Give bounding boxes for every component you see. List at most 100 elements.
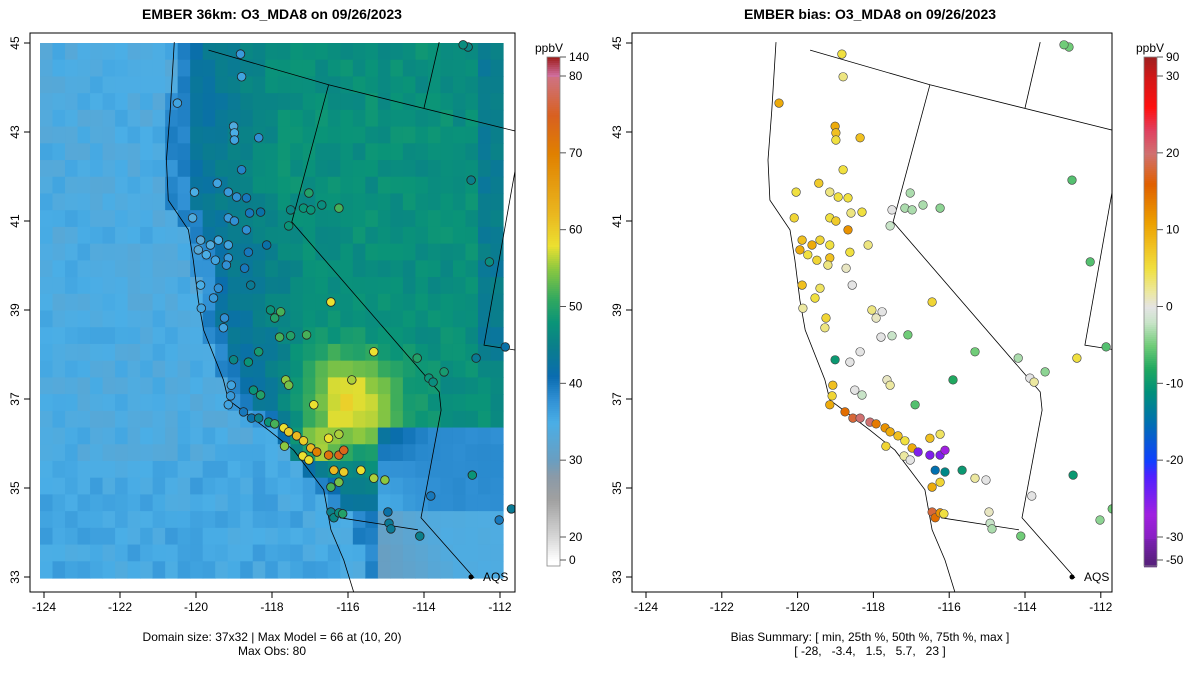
model-grid-cell [77,260,91,278]
state-boundary [423,42,440,109]
model-grid-cell [152,360,166,378]
model-grid-cell [452,293,467,312]
colorbar-swatch [547,561,560,564]
colorbar-swatch [547,215,560,218]
model-grid-cell [115,494,129,512]
colorbar-swatch [547,313,560,316]
colorbar-swatch [547,267,560,270]
max-obs: Max Obs: 80 [238,644,306,658]
model-grid-cell [140,226,154,245]
bias-station-marker [840,407,850,417]
model-grid-cell [127,226,141,245]
model-grid-cell [90,360,104,378]
colorbar-swatch [547,197,560,200]
model-grid-cell [452,360,467,378]
model-grid-cell [415,511,429,529]
model-grid-cell [365,93,379,111]
colorbar-swatch [547,251,560,254]
colorbar-swatch [547,241,560,244]
model-grid-cell [152,226,166,245]
model-grid-cell [127,277,141,295]
colorbar-swatch [1144,563,1157,566]
bias-station-marker [935,203,945,213]
colorbar-swatch [1144,489,1157,492]
model-grid-cell [102,109,116,128]
colorbar-swatch [547,521,560,524]
model-grid-cell [40,494,54,512]
colorbar-swatch [1144,159,1157,162]
model-grid-cell [377,360,391,378]
y-tick-label: 35 [8,481,22,495]
colorbar-swatch [1144,561,1157,564]
colorbar-swatch [547,175,560,178]
colorbar-swatch [1144,427,1157,430]
colorbar-swatch [1144,357,1157,360]
model-grid-cell [77,176,91,195]
obs-station-marker [285,205,296,215]
colorbar-swatch [1144,509,1157,512]
colorbar-swatch [1144,317,1157,320]
model-grid-cell [227,561,241,579]
model-grid-cell [177,277,191,295]
model-grid-cell [190,193,204,211]
colorbar-swatch [547,423,560,426]
colorbar-swatch [547,463,560,466]
colorbar-swatch [1144,537,1157,540]
model-grid-cell [427,126,442,144]
model-grid-cell [490,243,504,261]
model-grid-cell [215,343,229,362]
model-grid-cell [102,310,116,328]
model-grid-cell [415,310,429,328]
x-tick-label: -112 [488,600,511,614]
colorbar-swatch [1144,497,1157,500]
colorbar-swatch [1144,301,1157,304]
model-grid-cell [315,226,329,245]
obs-station-marker [312,447,322,457]
model-grid-cell [77,561,91,579]
model-grid-cell [490,360,504,378]
model-grid-cell [277,343,291,362]
colorbar-swatch [1144,61,1157,64]
model-grid-cell [277,76,291,94]
model-grid-cell [377,160,391,178]
colorbar-swatch [1144,271,1157,274]
model-grid-cell [352,59,366,78]
model-grid-cell [190,93,204,111]
colorbar-swatch [1144,303,1157,306]
colorbar-swatch [1144,437,1157,440]
model-grid-cell [352,293,366,312]
model-grid-cell [177,427,191,445]
model-grid-cell [465,394,479,412]
obs-station-marker [383,507,393,517]
model-grid-cell [365,310,379,328]
colorbar-swatch [547,337,560,340]
colorbar-swatch [547,407,560,410]
model-grid-cell [427,109,442,128]
colorbar-swatch [1144,389,1157,392]
colorbar-swatch [1144,117,1157,120]
colorbar-swatch [1144,359,1157,362]
obs-station-marker [285,331,296,341]
state-boundary [1024,42,1041,109]
colorbar-swatch [547,433,560,436]
model-grid-cell [152,293,166,312]
bias-station-marker [1067,175,1077,185]
model-grid-cell [340,494,354,512]
model-grid-cell [40,343,54,362]
state-boundary [809,49,1112,131]
obs-station-marker [244,208,255,218]
model-grid-cell [315,109,329,128]
model-grid-cell [140,544,154,562]
colorbar-swatch [547,133,560,136]
model-grid-cell [152,243,166,261]
model-grid-cell [390,511,404,529]
obs-station-marker [298,436,309,446]
colorbar-swatch [1144,495,1157,498]
model-grid-cell [52,277,66,295]
model-grid-cell [240,511,254,529]
model-grid-cell [477,93,492,111]
bias-summary-header: Bias Summary: [ min, 25th %, 50th %, 75t… [731,630,1010,644]
obs-station-marker [339,445,349,455]
model-grid-cell [265,394,279,412]
model-grid-cell [415,410,429,429]
